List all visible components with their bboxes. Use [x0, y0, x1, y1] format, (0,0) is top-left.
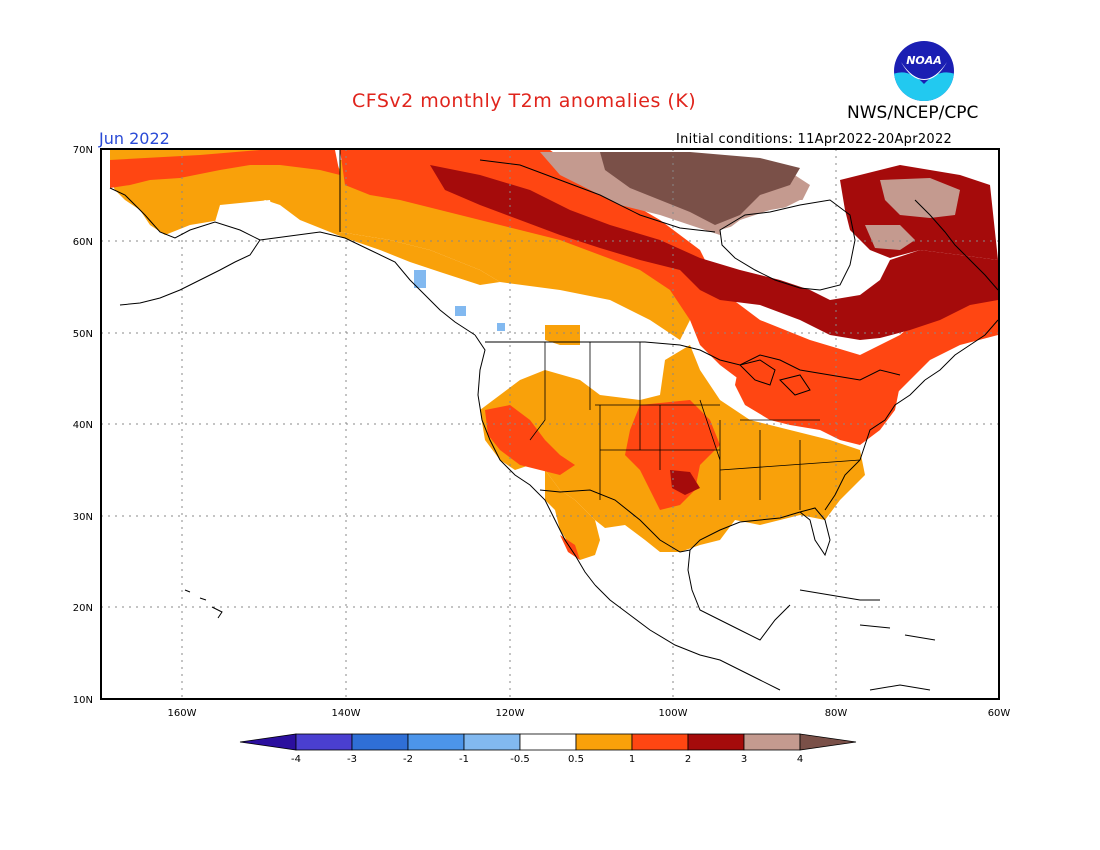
anomaly-orange-canada-plains — [545, 325, 580, 345]
coastlines — [109, 150, 999, 691]
lat-tick-label: 50N — [73, 329, 93, 340]
colorbar-swatch — [575, 733, 633, 751]
anomaly-red-alaska-north — [110, 150, 340, 188]
colorbar-label: 4 — [797, 754, 803, 765]
anomaly-orange-mexico — [545, 470, 600, 560]
islands-hawaii — [184, 589, 223, 619]
lat-tick-label: 30N — [73, 512, 93, 523]
lon-axis: 160W 140W 120W 100W 80W 60W — [168, 708, 1011, 719]
lat-tick-label: 10N — [73, 695, 93, 706]
forecast-month: Jun 2022 — [99, 129, 170, 148]
colorbar-label: 2 — [685, 754, 691, 765]
colorbar-label: -2 — [403, 754, 413, 765]
colorbar-label: -0.5 — [510, 754, 530, 765]
lat-tick-label: 20N — [73, 603, 93, 614]
anomaly-tan-labrador — [880, 178, 960, 218]
colorbar-swatch — [295, 733, 353, 751]
coast-east-canada — [924, 319, 999, 381]
colorbar-label: 1 — [629, 754, 635, 765]
states-grid — [529, 342, 861, 510]
coast-mexico-gulf — [687, 549, 791, 641]
coast-mexico-pacific — [594, 584, 781, 691]
colorbar-label: -1 — [459, 754, 469, 765]
anomaly-fields — [110, 150, 998, 560]
colorbar-swatch — [407, 733, 465, 751]
colorbar-arrow-left — [239, 733, 297, 751]
anomaly-blue-bc-1 — [414, 270, 426, 288]
coast-alaska-gulf — [259, 231, 476, 336]
lon-tick-label: 120W — [496, 708, 525, 719]
lon-tick-label: 60W — [988, 708, 1011, 719]
lat-tick-label: 70N — [73, 145, 93, 156]
lakes — [739, 359, 811, 396]
colorbar-label: 3 — [741, 754, 747, 765]
map-frame — [100, 148, 1000, 700]
map-plot-area — [100, 148, 1000, 700]
lat-tick-label: 60N — [73, 237, 93, 248]
coast-west-us — [474, 334, 596, 586]
colorbar-label: -4 — [291, 754, 301, 765]
anomaly-tan-labrador-south — [865, 225, 915, 250]
lon-tick-label: 100W — [659, 708, 688, 719]
anomaly-brown-arctic — [600, 152, 800, 225]
initial-conditions: Initial conditions: 11Apr2022-20Apr2022 — [676, 132, 953, 147]
colorbar-swatch — [519, 733, 577, 751]
colorbar-label: 0.5 — [568, 754, 584, 765]
lon-tick-label: 140W — [332, 708, 361, 719]
map-title: CFSv2 monthly T2m anomalies (K) — [352, 90, 697, 112]
coast-hudson — [719, 199, 856, 291]
noaa-logo-icon: NOAA — [894, 41, 954, 101]
gridlines — [101, 149, 999, 699]
coast-labrador — [914, 199, 999, 291]
colorbar: -4 -3 -2 -1 -0.5 0.5 1 2 3 4 — [239, 733, 857, 765]
lat-axis: 70N 60N 50N 40N 30N 20N 10N — [73, 145, 93, 706]
lat-tick-label: 40N — [73, 420, 93, 431]
anomaly-darkred-canada — [430, 165, 998, 340]
lon-tick-label: 80W — [825, 708, 848, 719]
svg-text:NOAA: NOAA — [906, 54, 942, 67]
anomaly-blue-bc-2 — [455, 306, 466, 316]
agency-label: NWS/NCEP/CPC — [847, 103, 979, 123]
colorbar-arrow-right — [799, 733, 857, 751]
coast-arctic — [339, 150, 716, 233]
lon-tick-label: 160W — [168, 708, 197, 719]
anomaly-neutral-hudson — [720, 200, 850, 285]
anomaly-red-canada-north — [340, 150, 998, 440]
anomaly-neutral-alaska — [215, 200, 275, 230]
colorbar-swatch — [743, 733, 801, 751]
coast-gulf — [689, 507, 831, 557]
colorbar-swatch — [351, 733, 409, 751]
colorbar-swatch — [687, 733, 745, 751]
islands-caribbean — [799, 589, 936, 691]
coast-east-us — [824, 379, 926, 511]
anomaly-blue-bc-3 — [497, 323, 505, 331]
border-us-mexico — [539, 489, 691, 553]
anomaly-orange-alaska — [110, 150, 500, 285]
colorbar-swatch — [463, 733, 521, 751]
colorbar-label: -3 — [347, 754, 357, 765]
colorbar-swatch — [631, 733, 689, 751]
anomaly-darkred-texas — [670, 470, 700, 495]
